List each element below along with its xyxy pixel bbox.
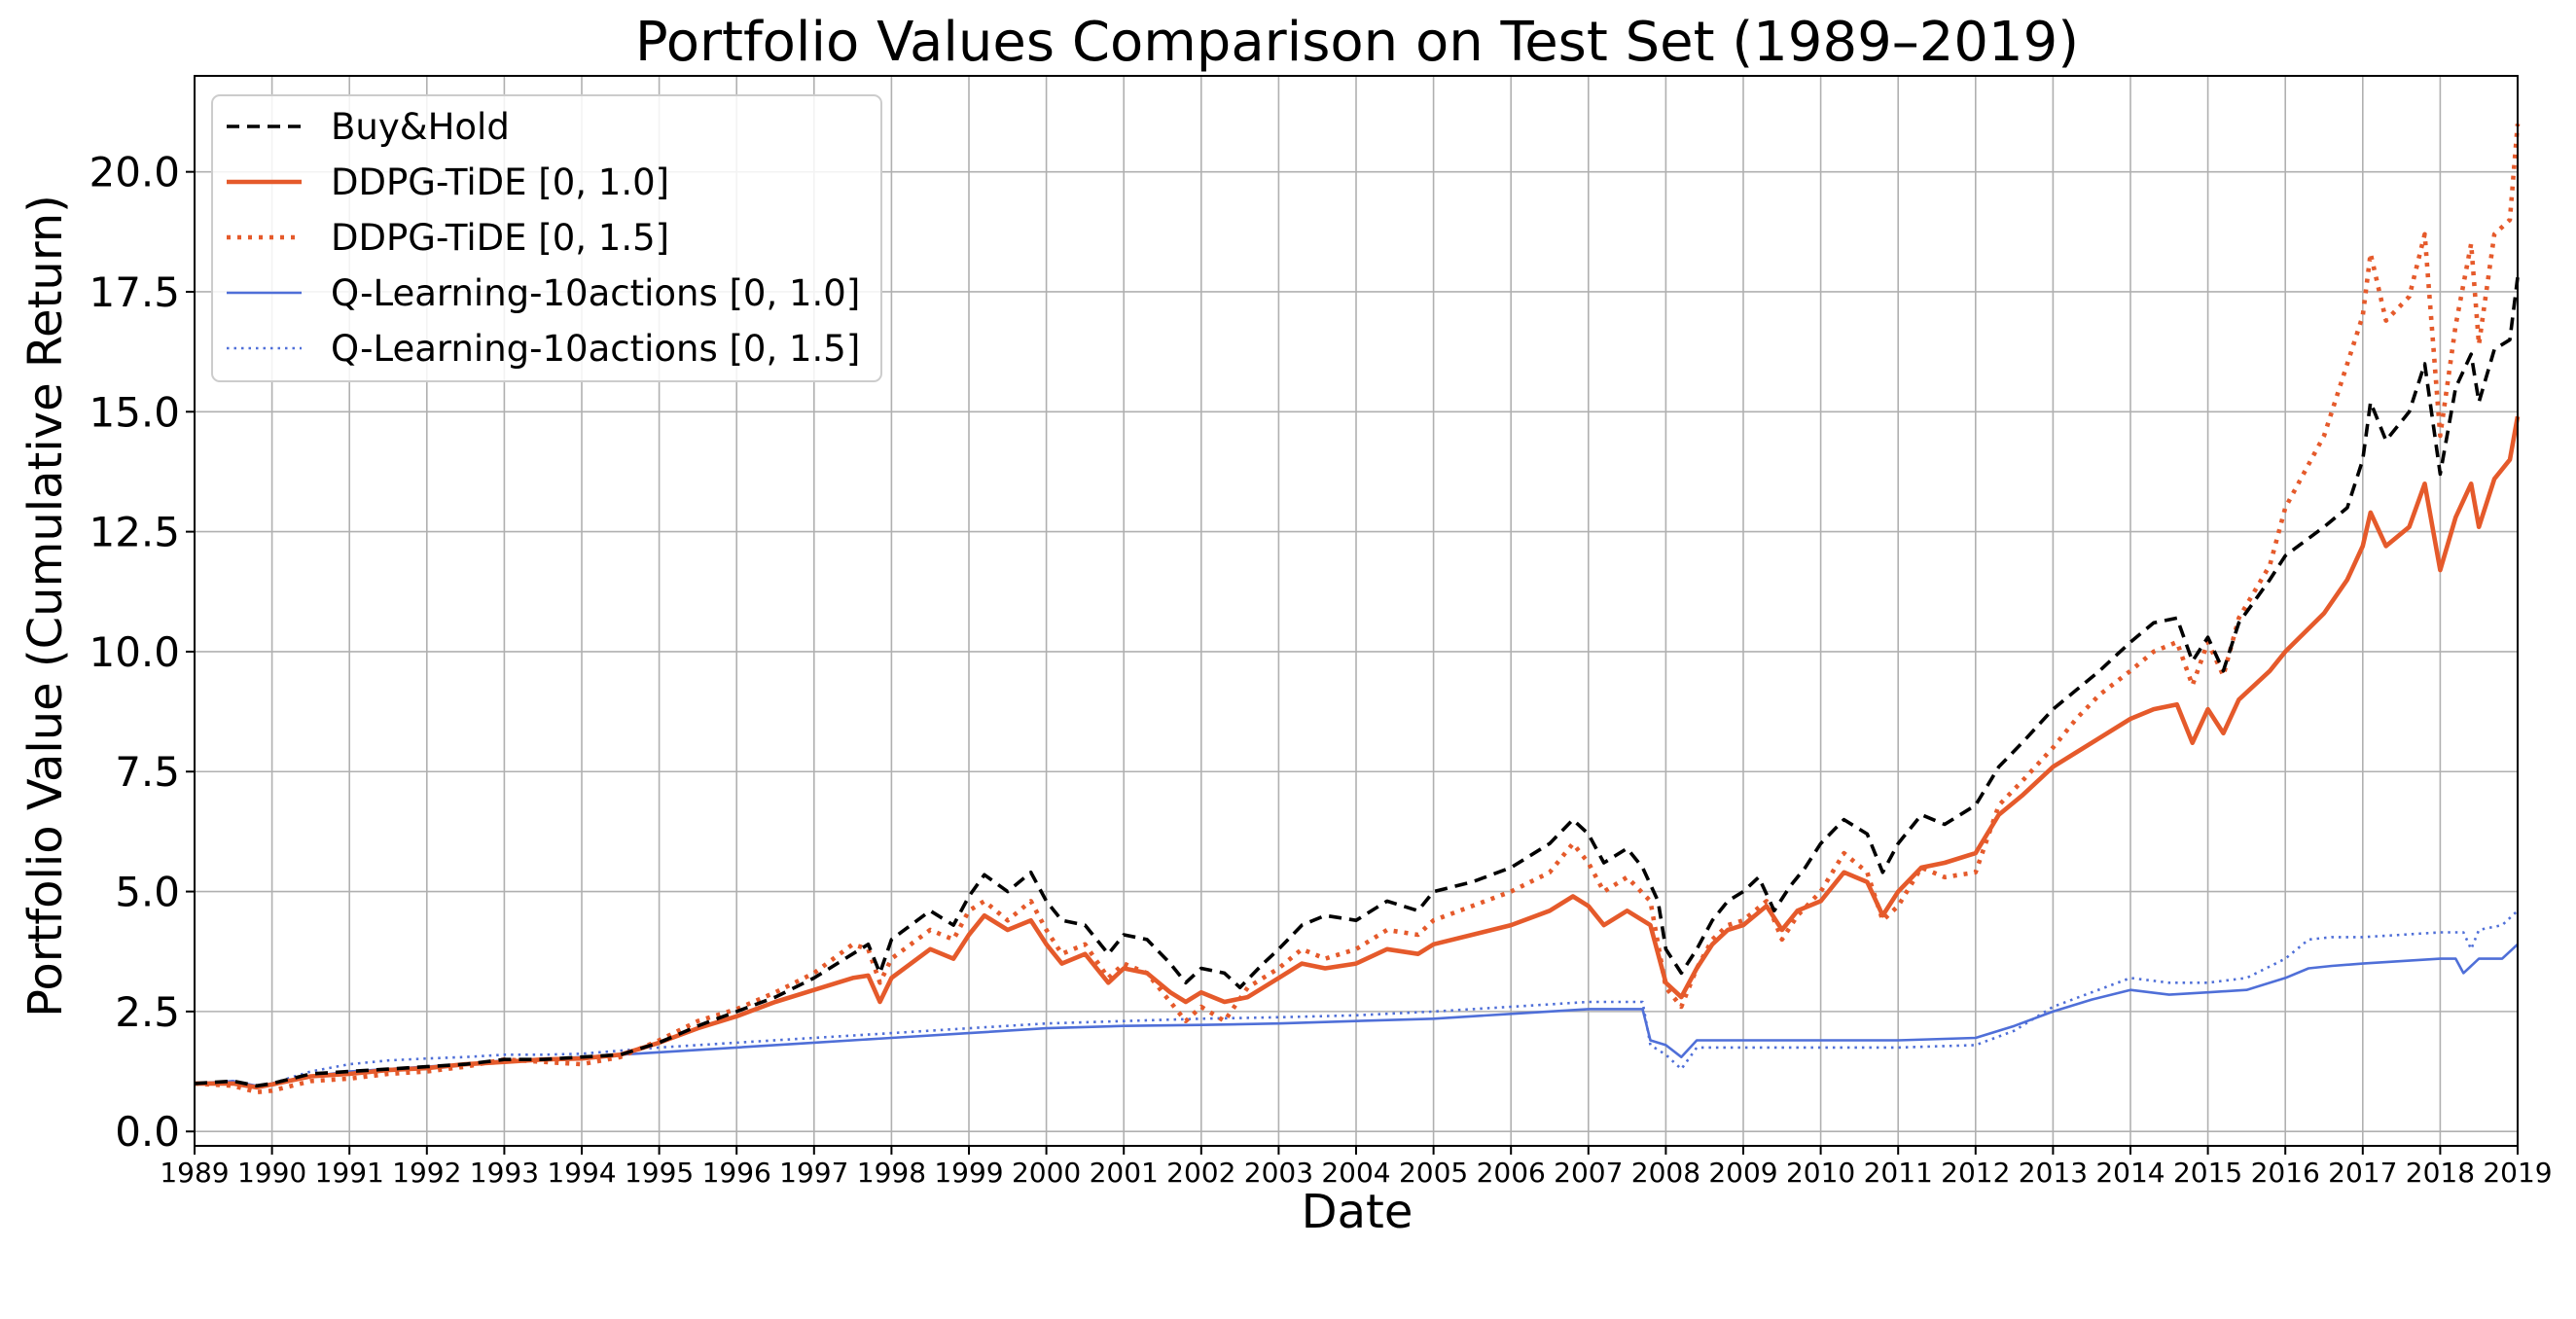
x-tick-label: 2018 [2406,1157,2475,1189]
x-tick-label: 1993 [470,1157,539,1189]
x-tick-label: 2010 [1786,1157,1855,1189]
x-tick-label: 2014 [2095,1157,2165,1189]
y-tick-label: 10.0 [89,628,180,676]
x-tick-label: 2019 [2483,1157,2552,1189]
y-axis: 0.0 2.5 5.0 7.5 10.0 12.5 15.0 17.5 20.0 [89,149,195,1156]
x-tick-label: 2015 [2173,1157,2242,1189]
x-tick-label: 2001 [1090,1157,1159,1189]
chart-title: Portfolio Values Comparison on Test Set … [635,11,2079,74]
y-tick-label: 15.0 [89,388,180,436]
x-tick-label: 2009 [1708,1157,1777,1189]
y-tick-label: 20.0 [89,149,180,196]
legend-label-1: DDPG-TiDE [0, 1.0] [331,161,669,203]
x-tick-label: 2004 [1321,1157,1390,1189]
x-tick-label: 1991 [315,1157,384,1189]
x-tick-label: 1989 [160,1157,229,1189]
x-tick-label: 2005 [1399,1157,1468,1189]
legend-box [211,94,882,382]
x-tick-label: 2006 [1477,1157,1546,1189]
legend-label-4: Q-Learning-10actions [0, 1.5] [331,328,860,370]
series-line-2 [194,124,2521,1095]
x-tick-label: 2011 [1864,1157,1933,1189]
x-tick-label: 1997 [779,1157,848,1189]
x-tick-label: 2013 [2019,1157,2088,1189]
x-tick-label: 2002 [1166,1157,1235,1189]
series-line-0 [194,276,2520,1088]
x-tick-label: 1990 [237,1157,306,1189]
y-tick-label: 5.0 [115,869,180,916]
y-tick-label: 0.0 [115,1108,180,1156]
y-axis-label: Portfolio Value (Cumulative Return) [18,195,73,1017]
x-tick-label: 2008 [1631,1157,1700,1189]
x-tick-label: 1999 [934,1157,1003,1189]
x-tick-label: 2000 [1012,1157,1081,1189]
x-tick-label: 1994 [547,1157,616,1189]
y-tick-label: 17.5 [89,268,180,316]
x-tick-label: 2003 [1244,1157,1313,1189]
x-tick-label: 2017 [2328,1157,2397,1189]
x-tick-label: 2007 [1554,1157,1623,1189]
series-layer [194,124,2521,1095]
x-tick-label: 1998 [857,1157,926,1189]
y-tick-label: 12.5 [89,509,180,556]
legend-label-3: Q-Learning-10actions [0, 1.0] [331,272,860,314]
legend: Buy&Hold DDPG-TiDE [0, 1.0] DDPG-TiDE [0, … [211,94,882,382]
series-line-1 [195,415,2521,1090]
legend-label-0: Buy&Hold [331,106,510,148]
x-tick-label: 2016 [2251,1157,2320,1189]
x-tick-label: 2012 [1941,1157,2010,1189]
legend-label-2: DDPG-TiDE [0, 1.5] [331,217,669,259]
x-axis-label: Date [1302,1185,1413,1239]
x-tick-label: 1996 [702,1157,771,1189]
x-axis: 1989 1990 1991 1992 1993 1994 1995 1996 1997 1998… [160,1146,2553,1189]
x-tick-label: 1992 [392,1157,461,1189]
x-tick-label: 1995 [625,1157,694,1189]
y-tick-label: 7.5 [115,748,180,796]
y-tick-label: 2.5 [115,988,180,1036]
